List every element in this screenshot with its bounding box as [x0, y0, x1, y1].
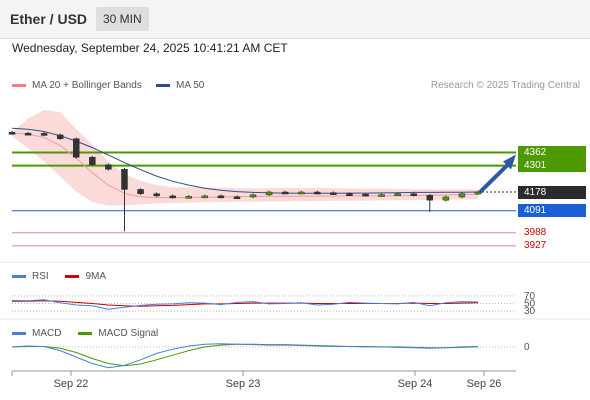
- candle-body: [201, 195, 209, 199]
- legend-swatch-bollinger: [12, 83, 26, 87]
- legend-bollinger: MA 20 + Bollinger Bands: [12, 80, 142, 91]
- macd-line: [11, 343, 479, 369]
- candle-body: [458, 193, 466, 198]
- candle-body: [410, 193, 417, 196]
- candle-body: [217, 195, 225, 199]
- x-tick-label: Sep 23: [226, 378, 261, 390]
- level-label-4362: 4362: [518, 146, 586, 159]
- candle-body: [169, 195, 176, 199]
- timestamp: Wednesday, September 24, 2025 10:41:21 A…: [12, 41, 288, 55]
- legend-macd-signal-label: MACD Signal: [98, 328, 159, 339]
- candle-body: [89, 156, 96, 165]
- candle-body: [233, 196, 241, 199]
- ma50-line: [11, 127, 479, 194]
- candle-body: [40, 133, 48, 136]
- legend-swatch-rsi: [12, 274, 26, 278]
- rsi-line: [11, 299, 479, 310]
- level-label-4178: 4178: [518, 185, 586, 199]
- rsi-legend: RSI 9MA: [12, 271, 106, 282]
- legend-9ma-label: 9MA: [85, 271, 107, 282]
- macd-legend: MACD MACD Signal: [12, 328, 158, 339]
- candle-body: [153, 193, 160, 197]
- legend-swatch-macd: [12, 331, 26, 335]
- legend-swatch-9ma: [65, 274, 80, 278]
- x-tick-label: Sep 26: [467, 378, 502, 390]
- legend-swatch-ma50: [156, 83, 170, 87]
- candle-body: [474, 191, 482, 195]
- level-label-4301: 4301: [518, 159, 586, 173]
- instrument-title: Ether / USD: [10, 11, 88, 27]
- legend-bollinger-label: MA 20 + Bollinger Bands: [32, 80, 142, 91]
- candle-body: [362, 193, 369, 197]
- x-tick-label: Sep 22: [54, 378, 89, 390]
- level-label-3988: 3988: [524, 226, 547, 238]
- candle-body: [24, 132, 32, 136]
- macd-ref-label: 0: [524, 342, 530, 353]
- candle-body: [297, 191, 305, 195]
- rsi-ref-label: 70: [524, 291, 536, 302]
- candle-body: [105, 164, 112, 170]
- candle-body: [73, 138, 80, 158]
- bollinger-band-fill: [12, 110, 478, 206]
- rsi-ref-label: 30: [524, 306, 536, 317]
- candle-body: [330, 192, 337, 195]
- candle-body: [394, 193, 401, 196]
- legend-rsi-label: RSI: [32, 271, 49, 282]
- candle-body: [185, 196, 193, 199]
- candle-body: [346, 193, 353, 196]
- candle-body: [56, 134, 64, 140]
- forecast-arrow-shaft: [478, 163, 510, 194]
- legend-ma50-label: MA 50: [176, 80, 205, 91]
- top-bar: Ether / USD 30 MIN: [0, 0, 590, 39]
- candle-body: [426, 194, 434, 201]
- candle-body: [8, 132, 16, 135]
- candle-body: [442, 196, 450, 201]
- candle-body: [265, 191, 273, 196]
- interval-button[interactable]: 30 MIN: [96, 7, 149, 31]
- rsi-ref-label: 50: [524, 299, 536, 310]
- candle-body: [121, 169, 128, 190]
- x-tick-label: Sep 24: [398, 378, 433, 390]
- candle-body: [314, 191, 321, 195]
- level-label-4091: 4091: [518, 204, 586, 218]
- candle-body: [137, 189, 144, 194]
- candle-body: [249, 194, 257, 198]
- credit-text: Research © 2025 Trading Central: [430, 80, 580, 91]
- legend-swatch-macd-signal: [78, 331, 93, 335]
- forecast-arrow-head: [503, 154, 516, 170]
- legend-macd-label: MACD: [32, 328, 62, 339]
- legend-ma50: MA 50: [156, 80, 204, 91]
- candle-body: [378, 194, 385, 197]
- candle-body: [281, 191, 289, 195]
- level-label-3927: 3927: [524, 239, 547, 251]
